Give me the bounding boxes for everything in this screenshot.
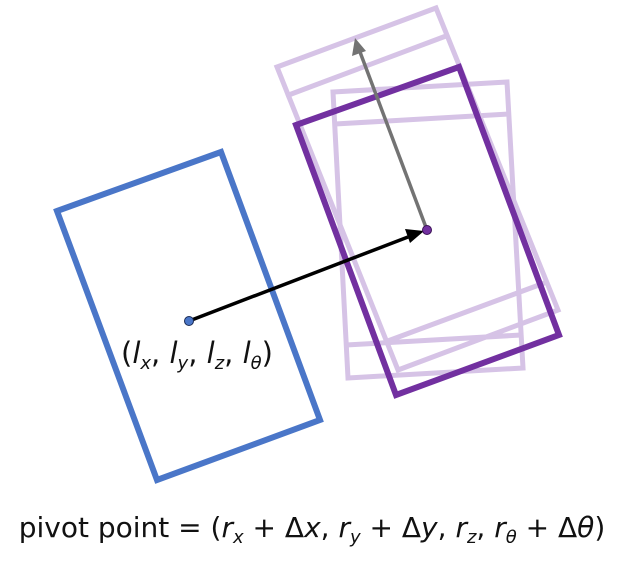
ghost-box-upright <box>330 79 526 381</box>
heading-arrow-head <box>352 38 366 56</box>
ghost-box-upright-top-band <box>334 111 511 127</box>
left-center-point <box>184 316 194 326</box>
right-bounding-box <box>292 63 563 399</box>
right-center-point <box>422 225 432 235</box>
translation-arrow-head <box>405 229 424 243</box>
left-bounding-box <box>53 148 324 484</box>
left-pose-label: (lx, ly, lz, lθ) <box>121 336 273 374</box>
heading-arrow <box>358 51 429 231</box>
translation-arrow <box>188 235 409 323</box>
ghost-box-tilted <box>273 4 562 374</box>
pivot-point-caption: pivot point = (rx + Δx, ry + Δy, rz, rθ … <box>19 511 606 548</box>
